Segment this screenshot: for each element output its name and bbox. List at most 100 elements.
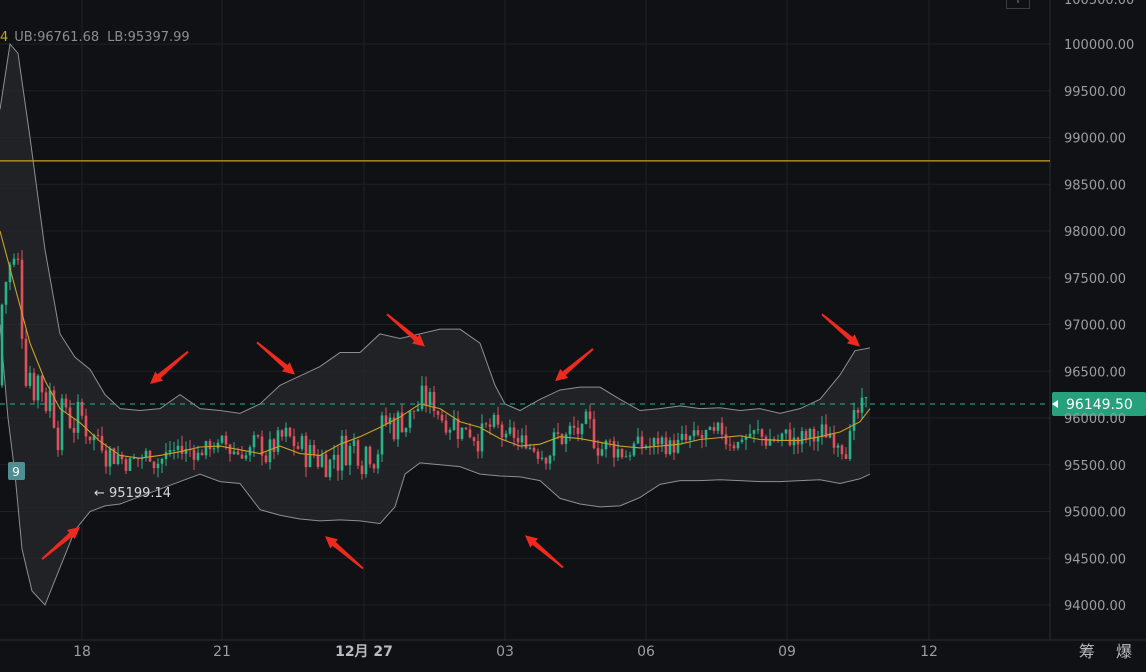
candle [592, 410, 596, 450]
candle-body [164, 452, 168, 459]
candle-body [68, 407, 72, 428]
candle-body [212, 448, 216, 450]
candle [140, 454, 144, 469]
candle-body [496, 414, 500, 425]
candle [476, 433, 480, 459]
candle [660, 435, 664, 452]
candle-body [388, 417, 392, 425]
candle-body [44, 392, 48, 412]
candle-body [456, 418, 460, 439]
candle-body [548, 455, 552, 464]
candle [552, 428, 556, 461]
candle-body [792, 437, 796, 446]
candle-body [88, 436, 92, 441]
candle [536, 448, 540, 464]
candle [96, 428, 100, 441]
candle-body [460, 427, 464, 439]
candle [412, 410, 416, 420]
candle [136, 457, 140, 467]
candle [828, 426, 832, 439]
candle-body [680, 433, 684, 440]
candle [652, 437, 656, 455]
candle [112, 447, 116, 465]
red-arrow-shape [149, 350, 189, 384]
candle [424, 376, 428, 413]
candle [628, 451, 632, 461]
red-arrow [41, 526, 81, 560]
candle-body [444, 420, 448, 433]
candle-body [532, 447, 536, 452]
candle-body [636, 436, 640, 444]
candle-body [728, 444, 732, 446]
candle [64, 393, 68, 412]
candle [836, 442, 840, 458]
red-arrow [324, 536, 364, 570]
candle [304, 432, 308, 478]
candle-body [760, 429, 764, 437]
candle [484, 422, 488, 428]
candle [596, 439, 600, 464]
x-tick-label: 21 [213, 644, 231, 660]
candle-body [492, 414, 496, 427]
candle-body [24, 338, 28, 386]
legend-accent: 4 [0, 30, 9, 45]
candle-body [300, 435, 304, 449]
candle [144, 448, 148, 462]
candle [480, 414, 484, 459]
candle-body [764, 436, 768, 446]
candle-body [104, 450, 108, 467]
candle-body [220, 435, 224, 443]
add-button[interactable]: + [1006, 0, 1030, 9]
candle [720, 417, 724, 440]
candle-body [144, 450, 148, 458]
left-badge-label: 9 [12, 465, 20, 479]
candle [204, 440, 208, 460]
candle-body [192, 449, 196, 460]
candle-body [296, 446, 300, 449]
y-tick-label: 99000.00 [1064, 132, 1126, 147]
candle [428, 387, 432, 414]
candle [444, 414, 448, 436]
candle-body [480, 423, 484, 452]
candle-body [688, 436, 692, 440]
candle [508, 419, 512, 436]
candle [612, 436, 616, 467]
legend-lb: LB:95397.99 [107, 30, 190, 45]
candle [396, 410, 400, 447]
candle-body [96, 434, 100, 436]
candle [28, 365, 32, 389]
candle-body [352, 440, 356, 447]
candle-body [448, 429, 452, 433]
candle [604, 439, 608, 458]
y-tick-label: 96000.00 [1064, 412, 1126, 427]
candle-body [284, 427, 288, 437]
y-tick-label: 94000.00 [1064, 599, 1126, 614]
candle [784, 429, 788, 440]
y-tick-label: 98500.00 [1064, 178, 1126, 193]
candle-body [336, 454, 340, 471]
candle [36, 374, 40, 409]
candle-body [432, 391, 436, 412]
candle [356, 439, 360, 469]
candle [820, 416, 824, 445]
candle [656, 431, 660, 455]
candle-body [720, 422, 724, 435]
candle-body [804, 431, 808, 439]
candle [320, 449, 324, 468]
candle-body [280, 430, 284, 437]
candle [328, 458, 332, 481]
candle-body [516, 437, 520, 443]
candle-body [148, 450, 152, 462]
candles [0, 250, 868, 481]
candle [80, 398, 84, 420]
candle-body [752, 430, 756, 434]
y-tick-label: 94500.00 [1064, 552, 1126, 567]
candle [860, 387, 864, 419]
candle [316, 449, 320, 470]
candle [192, 444, 196, 470]
y-tick-label: 99500.00 [1064, 85, 1126, 100]
candle-body [180, 445, 184, 454]
left-badge-box [8, 462, 25, 480]
candle-body [420, 385, 424, 409]
candle [324, 449, 328, 478]
